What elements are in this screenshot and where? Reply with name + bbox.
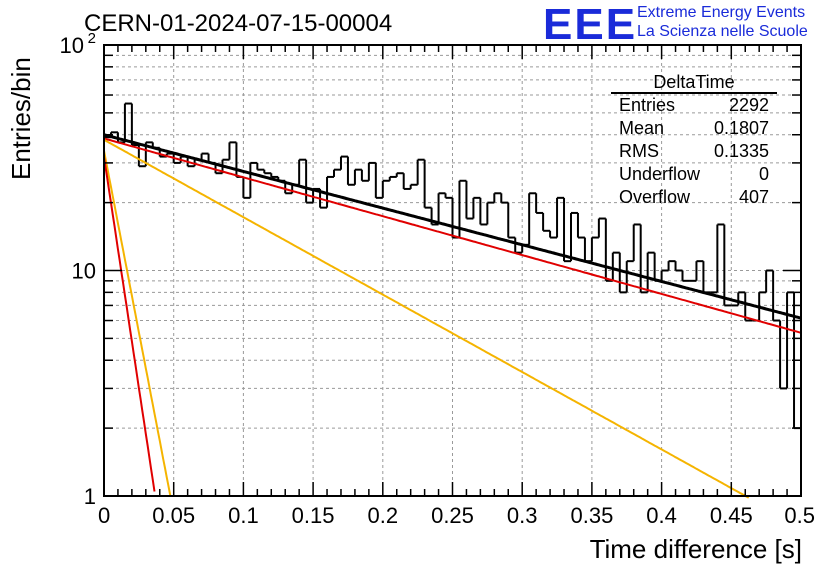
stats-label: Entries [619,95,676,115]
eee-logo-caption: Extreme Energy Events La Scienza nelle S… [637,3,808,41]
x-tick-label: 0.15 [292,503,335,528]
stats-row-underflow: Underflow 0 [611,163,777,186]
stats-title: DeltaTime [611,72,777,94]
stats-value: 0.1335 [713,141,769,161]
x-tick-label: 0.25 [431,503,474,528]
fit-curve-4 [103,156,156,492]
fit-curve-3 [103,150,172,496]
fit-curve-1 [103,137,802,334]
stats-box: DeltaTime Entries 2292 Mean 0.1807 RMS 0… [611,72,777,209]
stats-value: 0.1807 [713,118,769,138]
stats-label: Mean [619,118,665,138]
fit-curve-2 [103,138,750,499]
eee-logo: EEE [543,0,638,49]
x-tick-label: 0.5 [784,503,815,528]
x-tick-label: 0 [98,503,110,528]
stats-value: 0 [758,164,769,184]
x-tick-label: 0.45 [710,503,753,528]
x-tick-label: 0.1 [228,503,259,528]
stats-row-entries: Entries 2292 [611,94,777,117]
x-tick-label: 0.2 [368,503,399,528]
stats-label: RMS [619,141,659,161]
x-axis-label: Time difference [s] [589,534,802,564]
x-tick-label: 0.05 [152,503,195,528]
stats-label: Overflow [619,187,691,207]
fit-curves [103,133,802,499]
stats-row-overflow: Overflow 407 [611,186,777,209]
stats-value: 407 [738,187,769,207]
x-tick-label: 0.3 [507,503,538,528]
stats-row-mean: Mean 0.1807 [611,117,777,140]
fit-curve-0 [103,133,802,320]
y-tick-label: 1 [84,484,96,509]
axis-ticks [103,44,802,497]
y-tick-label-exponent: 2 [88,30,96,47]
x-tick-labels: 0 0.05 0.1 0.15 0.2 0.25 0.3 0.35 0.4 0.45 0.5 [98,503,815,528]
logo-line-2: La Scienza nelle Scuole [637,23,808,40]
page-title: CERN-01-2024-07-15-00004 [84,10,393,37]
x-tick-label: 0.35 [570,503,613,528]
logo-line-1: Extreme Energy Events [637,4,806,21]
stats-label: Underflow [619,164,701,184]
stats-value: 2292 [728,95,769,115]
y-tick-label: 10 [72,259,96,284]
x-tick-label: 0.4 [646,503,677,528]
stats-row-rms: RMS 0.1335 [611,140,777,163]
y-tick-label: 10 [60,33,84,58]
y-axis-label: Entries/bin [6,57,36,180]
